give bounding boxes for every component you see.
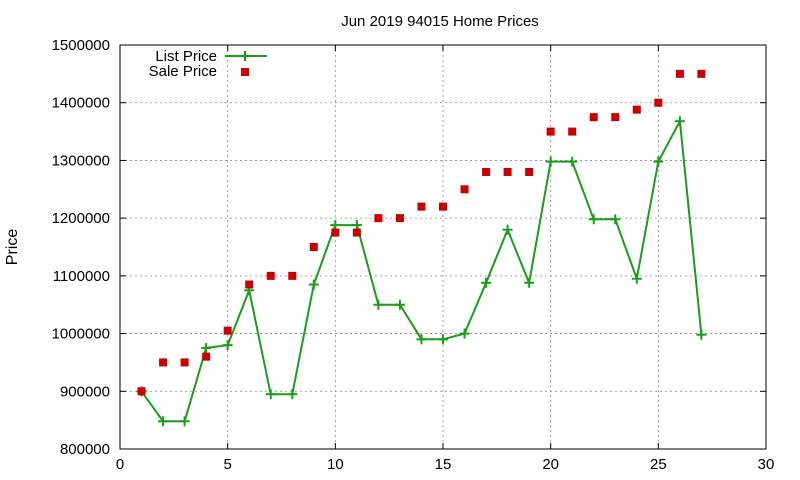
legend-marker-sale-price [241, 68, 249, 76]
list-price-point [158, 416, 169, 427]
list-price-point [265, 389, 276, 400]
sale-price-point [503, 167, 512, 176]
legend: List Price Sale Price [149, 48, 267, 80]
list-price-point [373, 299, 384, 310]
list-price-point [179, 416, 190, 427]
sale-price-point [525, 167, 534, 176]
sale-price-point [589, 113, 598, 122]
series-layer [136, 69, 707, 427]
y-tick-label: 1300000 [52, 152, 110, 169]
list-price-point [481, 277, 492, 288]
list-price-point [394, 299, 405, 310]
x-tick-label: 30 [758, 456, 775, 473]
x-tick-label: 10 [327, 456, 344, 473]
sale-price-point [482, 167, 491, 176]
list-price-point [631, 273, 642, 284]
list-price-point [330, 220, 341, 231]
y-tick-label: 1500000 [52, 37, 110, 54]
list-price-line [140, 120, 703, 423]
ticks-layer: 0 5 10 15 20 25 30 800000 900000 1000000 1100000 12… [52, 37, 775, 473]
sale-price-point [460, 185, 469, 194]
x-tick-label: 20 [542, 456, 559, 473]
y-tick-label: 900000 [60, 383, 110, 400]
legend-marker-list-price [240, 51, 250, 61]
list-price-point [308, 279, 319, 290]
sale-price-point [697, 69, 706, 78]
grid-layer [120, 45, 766, 449]
sale-price-point [137, 387, 146, 396]
y-tick-label: 1400000 [52, 95, 110, 112]
sale-price-point [654, 98, 663, 107]
sale-price-point [202, 352, 211, 361]
sale-price-point [159, 358, 168, 367]
list-price-point [610, 214, 621, 225]
list-price-point [351, 220, 362, 231]
sale-price-point [180, 358, 189, 367]
x-tick-label: 0 [116, 456, 124, 473]
x-tick-label: 25 [650, 456, 667, 473]
y-axis-label: Price [4, 229, 21, 266]
list-price-point [524, 277, 535, 288]
list-price-point [696, 329, 707, 340]
sale-price-point [266, 271, 275, 280]
y-tick-label: 1100000 [53, 268, 110, 285]
y-tick-label: 800000 [60, 441, 110, 458]
chart-title: Jun 2019 94015 Home Prices [341, 13, 539, 30]
sale-price-point [675, 69, 684, 78]
sale-price-point [417, 202, 426, 211]
y-tick-label: 1200000 [52, 210, 110, 227]
list-price-point [502, 224, 513, 235]
list-price-point [567, 156, 578, 167]
list-price-point [674, 116, 685, 127]
sale-price-point [374, 214, 383, 223]
sale-price-point [439, 202, 447, 211]
list-price-point [653, 156, 664, 167]
list-price-point [222, 340, 233, 351]
y-tick-label: 1000000 [52, 326, 110, 343]
sale-price-point [395, 214, 404, 223]
sale-price-point [632, 105, 641, 114]
list-price-point [201, 343, 212, 353]
x-tick-label: 5 [223, 456, 231, 473]
sale-price-point [611, 113, 620, 122]
legend-label-sale-price: Sale Price [149, 63, 217, 80]
list-price-point [416, 334, 427, 345]
sale-price-point [288, 271, 297, 280]
list-price-point [545, 156, 556, 167]
sale-price-point [331, 228, 340, 237]
list-price-point [438, 334, 448, 345]
sale-price-point [352, 228, 361, 237]
sale-price-point [568, 127, 577, 136]
x-tick-label: 15 [435, 456, 452, 473]
plot-frame [119, 44, 767, 450]
sale-price-point [223, 326, 232, 335]
sale-price-point [546, 127, 555, 136]
legend-label-list-price: List Price [155, 48, 217, 65]
list-price-point [588, 214, 599, 225]
list-price-point [459, 328, 470, 339]
sale-price-point [245, 280, 254, 289]
sale-price-point [309, 243, 318, 251]
list-price-point [287, 389, 298, 400]
